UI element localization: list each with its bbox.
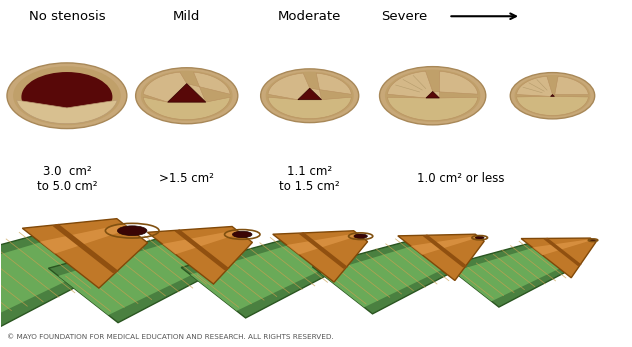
Polygon shape	[186, 72, 230, 102]
Circle shape	[260, 69, 359, 122]
Polygon shape	[143, 72, 186, 102]
Polygon shape	[181, 240, 326, 318]
Text: Moderate: Moderate	[278, 10, 341, 23]
Polygon shape	[143, 97, 230, 120]
Circle shape	[141, 70, 233, 121]
Text: Mild: Mild	[173, 10, 200, 23]
Polygon shape	[398, 234, 484, 280]
Ellipse shape	[233, 231, 252, 238]
Polygon shape	[426, 92, 439, 98]
Polygon shape	[433, 71, 478, 98]
Polygon shape	[446, 244, 564, 307]
Polygon shape	[174, 229, 229, 270]
Polygon shape	[40, 224, 130, 254]
Circle shape	[510, 73, 595, 119]
Polygon shape	[22, 219, 148, 288]
Polygon shape	[298, 88, 322, 100]
Polygon shape	[0, 242, 81, 324]
Polygon shape	[387, 71, 433, 98]
Polygon shape	[387, 97, 478, 120]
Polygon shape	[58, 244, 198, 315]
Polygon shape	[411, 236, 479, 255]
Polygon shape	[299, 232, 348, 269]
Polygon shape	[521, 238, 596, 278]
Circle shape	[136, 68, 238, 124]
Text: 1.0 cm² or less: 1.0 cm² or less	[417, 172, 505, 185]
Polygon shape	[286, 233, 360, 255]
Polygon shape	[273, 231, 368, 282]
Ellipse shape	[475, 236, 484, 239]
Circle shape	[514, 75, 590, 117]
Polygon shape	[167, 84, 206, 102]
Polygon shape	[16, 100, 118, 124]
Text: No stenosis: No stenosis	[28, 10, 105, 23]
Polygon shape	[52, 224, 119, 273]
Circle shape	[13, 66, 121, 125]
Circle shape	[7, 63, 127, 129]
Text: 1.1 cm²
to 1.5 cm²: 1.1 cm² to 1.5 cm²	[279, 165, 340, 193]
Circle shape	[265, 71, 354, 120]
Ellipse shape	[118, 226, 147, 236]
Circle shape	[385, 70, 480, 122]
Polygon shape	[516, 76, 552, 96]
Polygon shape	[550, 94, 554, 96]
Polygon shape	[147, 227, 252, 284]
Polygon shape	[312, 242, 447, 314]
Polygon shape	[268, 97, 351, 119]
Polygon shape	[268, 73, 310, 100]
Text: Severe: Severe	[381, 10, 427, 23]
Polygon shape	[49, 239, 205, 323]
Polygon shape	[310, 73, 351, 100]
Polygon shape	[516, 96, 588, 116]
Polygon shape	[532, 239, 593, 255]
Circle shape	[21, 72, 112, 122]
Polygon shape	[321, 246, 442, 307]
Text: 3.0  cm²
to 5.0 cm²: 3.0 cm² to 5.0 cm²	[37, 165, 97, 193]
Polygon shape	[190, 245, 320, 311]
Ellipse shape	[354, 234, 367, 238]
Text: >1.5 cm²: >1.5 cm²	[159, 172, 214, 185]
Polygon shape	[544, 238, 581, 266]
Ellipse shape	[590, 239, 595, 241]
Text: © MAYO FOUNDATION FOR MEDICAL EDUCATION AND RESEARCH. ALL RIGHTS RESERVED.: © MAYO FOUNDATION FOR MEDICAL EDUCATION …	[7, 334, 334, 340]
Polygon shape	[552, 76, 588, 96]
Polygon shape	[454, 248, 559, 301]
Circle shape	[380, 67, 486, 125]
Polygon shape	[423, 235, 467, 268]
Polygon shape	[162, 230, 241, 254]
Polygon shape	[0, 236, 89, 333]
